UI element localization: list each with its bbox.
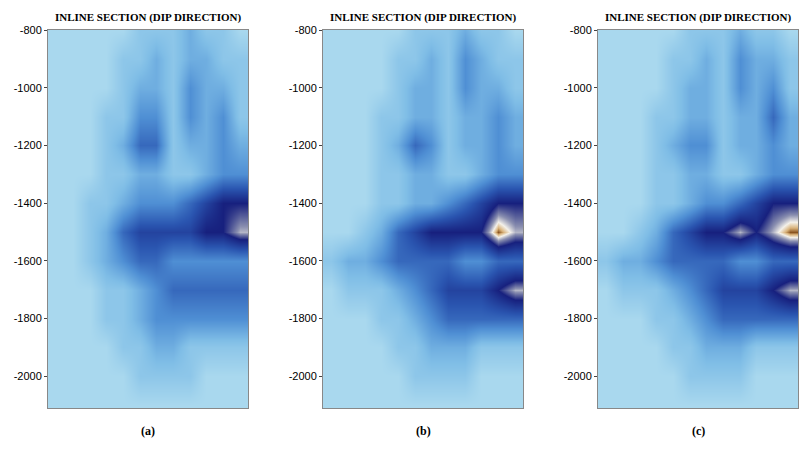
svg-text:-2000: -2000: [564, 370, 592, 382]
svg-text:INLINE SECTION (DIP DIRECTION): INLINE SECTION (DIP DIRECTION): [605, 11, 791, 24]
svg-text:-2000: -2000: [289, 370, 317, 382]
svg-text:-1800: -1800: [564, 312, 592, 324]
svg-text:-1200: -1200: [14, 139, 42, 151]
svg-text:-1600: -1600: [14, 255, 42, 267]
svg-text:-1000: -1000: [289, 82, 317, 94]
svg-text:-1400: -1400: [564, 197, 592, 209]
svg-text:-1400: -1400: [14, 197, 42, 209]
svg-text:-1200: -1200: [289, 139, 317, 151]
svg-text:-1600: -1600: [289, 255, 317, 267]
svg-text:(c): (c): [692, 424, 705, 438]
svg-text:-1200: -1200: [564, 139, 592, 151]
svg-text:-1600: -1600: [564, 255, 592, 267]
svg-text:-800: -800: [20, 24, 42, 36]
svg-text:-1800: -1800: [14, 312, 42, 324]
svg-text:-800: -800: [295, 24, 317, 36]
svg-text:-1400: -1400: [289, 197, 317, 209]
svg-text:-1000: -1000: [14, 82, 42, 94]
svg-text:-2000: -2000: [14, 370, 42, 382]
svg-text:(a): (a): [141, 424, 155, 438]
svg-text:-800: -800: [570, 24, 592, 36]
svg-text:INLINE SECTION (DIP DIRECTION): INLINE SECTION (DIP DIRECTION): [330, 11, 516, 24]
svg-text:-1800: -1800: [289, 312, 317, 324]
svg-text:(b): (b): [416, 424, 431, 438]
svg-text:-1000: -1000: [564, 82, 592, 94]
svg-text:INLINE SECTION (DIP DIRECTION): INLINE SECTION (DIP DIRECTION): [55, 11, 241, 24]
